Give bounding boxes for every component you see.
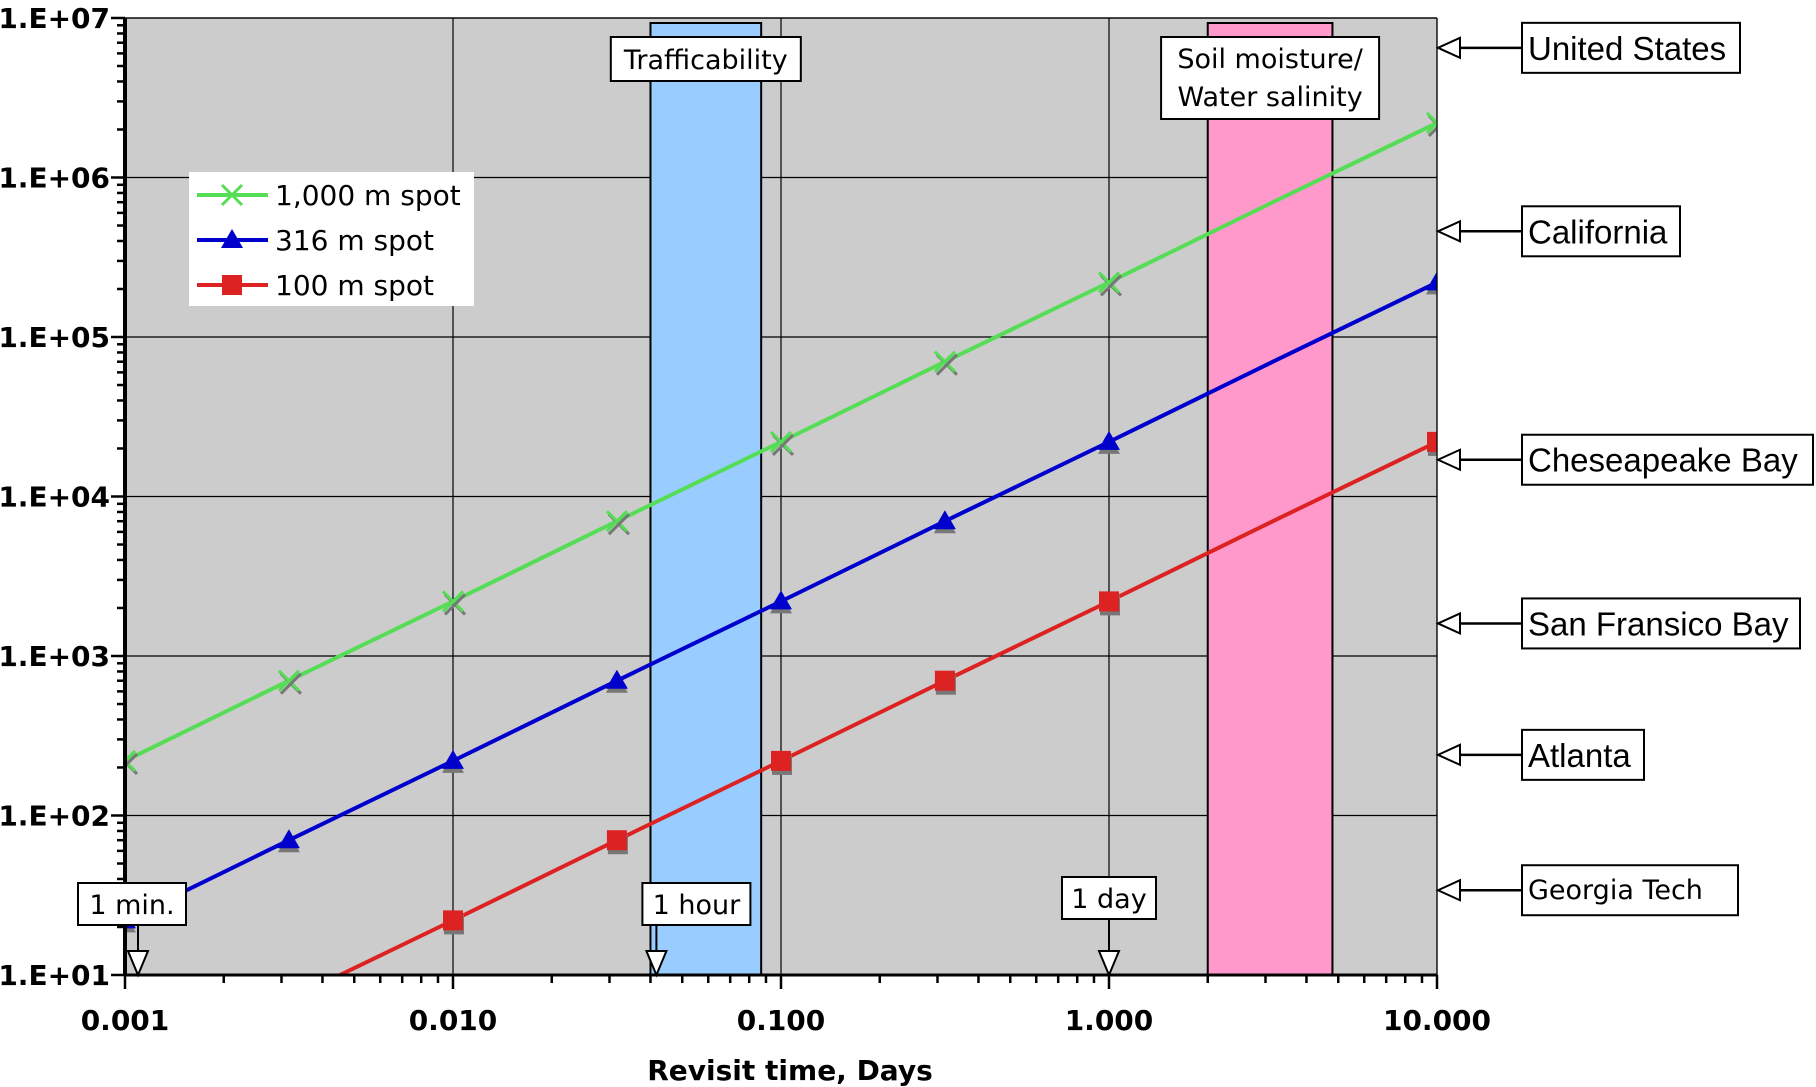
legend-label: 100 m spot	[275, 269, 434, 302]
region-arrowhead	[1435, 743, 1461, 767]
marker-shadow	[279, 672, 302, 695]
region-arrowhead	[1435, 611, 1461, 635]
y-tick-label: 1.E+02	[0, 800, 110, 833]
region-box	[1521, 597, 1801, 650]
data-point	[443, 910, 463, 931]
time-marker-arrowhead	[1097, 950, 1121, 978]
y-tick-label: 1.E+04	[0, 481, 110, 514]
legend: 1,000 m spot 316 m spot 100 m spot	[189, 172, 474, 306]
data-point	[125, 749, 137, 764]
region-label: California	[1528, 213, 1668, 250]
region-arrowhead	[1435, 36, 1461, 60]
series-triangle	[125, 271, 1437, 933]
marker-shadow	[935, 353, 958, 376]
y-tick-label: 1.E+01	[0, 959, 110, 992]
y-tick-label: 1.E+06	[0, 162, 110, 195]
series-x	[125, 111, 1437, 775]
axes: 0.001 0.010 0.100 1.000 10.000 1.E+07 1.E+06 1.…	[0, 2, 1491, 1037]
data-point	[1097, 271, 1121, 294]
data-point	[125, 758, 137, 772]
data-point	[769, 430, 793, 453]
marker-shadow	[1099, 274, 1123, 297]
region-box	[1521, 433, 1814, 486]
region-arrowhead	[1435, 219, 1461, 243]
region-box	[1521, 864, 1739, 917]
series-square	[335, 431, 1437, 975]
legend-marker	[220, 183, 244, 207]
y-tick-label: 1.E+05	[0, 321, 110, 354]
band-label: Trafficability	[623, 45, 788, 76]
data-point	[605, 510, 628, 533]
marker-shadow	[607, 513, 630, 536]
band	[1206, 22, 1334, 976]
data-point	[441, 590, 465, 613]
x-tick-label: 1.000	[1065, 1004, 1154, 1037]
region-arrowhead	[1435, 448, 1461, 472]
band-label: Soil moisture/	[1177, 44, 1363, 75]
x-axis-title: Revisit time, Days	[647, 1054, 933, 1087]
data-point	[605, 669, 628, 689]
legend-marker	[221, 229, 243, 248]
x-tick-label: 0.001	[81, 1004, 170, 1037]
marker-shadow	[771, 433, 795, 456]
region-label: United States	[1528, 30, 1726, 67]
data-point	[933, 510, 956, 530]
time-marker-arrowhead	[126, 950, 150, 978]
data-point	[1098, 430, 1120, 450]
data-point	[770, 590, 792, 610]
series-lines	[125, 111, 1437, 975]
marker-shadow	[443, 593, 467, 616]
data-point	[606, 830, 627, 851]
data-point	[933, 350, 956, 373]
legend-marker	[222, 275, 242, 295]
time-marker-box	[641, 882, 752, 926]
legend-label: 316 m spot	[275, 224, 434, 257]
data-point	[1425, 120, 1437, 134]
band-label: Water salinity	[1177, 82, 1362, 113]
legend-label: 1,000 m spot	[275, 179, 461, 212]
data-point	[1427, 431, 1437, 452]
marker-shadow	[1427, 125, 1437, 137]
region-box	[1521, 728, 1645, 781]
data-point	[934, 670, 955, 691]
y-tick-label: 1.E+03	[0, 640, 110, 673]
region-box	[1521, 205, 1681, 258]
time-marker-label: 1 hour	[653, 890, 742, 921]
region-label: Cheseapeake Bay	[1528, 442, 1798, 479]
data-point	[1425, 111, 1437, 126]
x-tick-label: 10.000	[1383, 1004, 1491, 1037]
time-marker-label: 1 day	[1071, 884, 1146, 915]
region-box	[1521, 21, 1741, 74]
region-arrowhead	[1435, 878, 1461, 902]
region-label: Georgia Tech	[1528, 875, 1703, 906]
data-point	[277, 669, 300, 692]
time-marker-arrowhead	[644, 950, 668, 978]
annotations: Trafficability Soil moisture/Water salini…	[77, 21, 1814, 978]
data-point	[442, 749, 464, 769]
data-point	[1099, 591, 1119, 612]
x-tick-label: 0.100	[737, 1004, 826, 1037]
data-point	[1426, 271, 1437, 291]
x-tick-label: 0.010	[409, 1004, 498, 1037]
data-point	[771, 750, 791, 771]
time-marker-box	[77, 882, 187, 926]
time-marker-label: 1 min.	[89, 890, 174, 921]
y-tick-label: 1.E+07	[0, 2, 110, 35]
data-point	[277, 829, 300, 849]
band-label-box	[609, 36, 802, 82]
region-label: Atlanta	[1528, 737, 1631, 774]
band-label-box	[1160, 36, 1381, 120]
region-label: San Fransico Bay	[1528, 605, 1789, 642]
